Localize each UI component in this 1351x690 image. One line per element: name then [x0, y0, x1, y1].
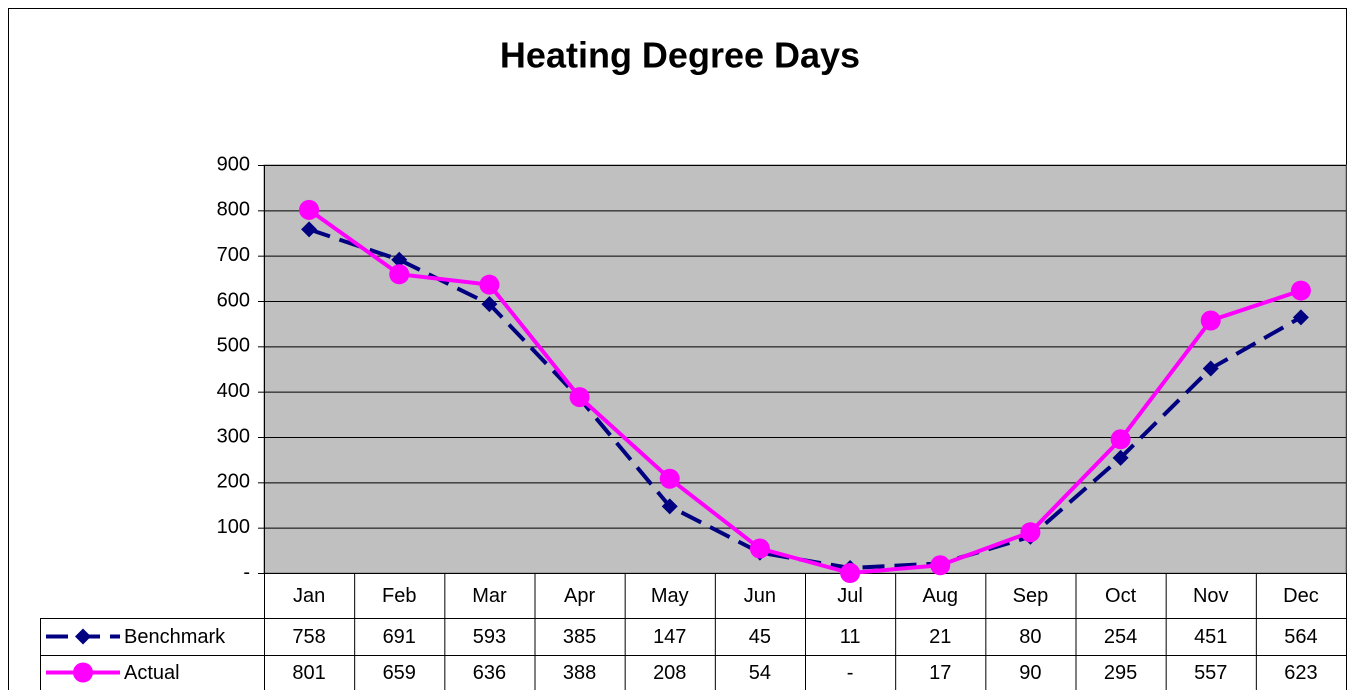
point: [1112, 449, 1129, 466]
point: [569, 387, 590, 408]
x-tick-label: Aug: [922, 585, 958, 607]
y-tick-label: 200: [217, 471, 250, 493]
point: [1110, 429, 1131, 450]
y-tick-label: 800: [217, 199, 250, 221]
plot-area: [263, 164, 1347, 574]
x-tick-label: Sep: [1013, 585, 1049, 607]
point: [661, 498, 678, 515]
point: [1290, 280, 1311, 301]
table-value: 147: [653, 626, 686, 648]
table-value: 21: [929, 626, 951, 648]
point: [749, 538, 770, 559]
table-value: 593: [473, 626, 506, 648]
legend-marker: [75, 628, 91, 645]
table-value: 388: [563, 662, 596, 684]
table-value: 11: [840, 626, 861, 648]
point: [659, 468, 680, 489]
legend-label: Actual: [124, 662, 180, 684]
point: [391, 251, 408, 268]
point: [301, 221, 318, 238]
table-value: 254: [1104, 626, 1137, 648]
table-value: 691: [383, 626, 416, 648]
x-tick-label: Apr: [564, 585, 595, 607]
point: [1020, 522, 1041, 543]
point: [840, 563, 861, 583]
x-tick-label: Dec: [1283, 585, 1319, 607]
x-tick-label: Jan: [293, 585, 325, 607]
table-value: 17: [929, 662, 951, 684]
table-value: 451: [1194, 626, 1227, 648]
table-value: 80: [1019, 626, 1041, 648]
table-value: 295: [1104, 662, 1137, 684]
x-tick-label: May: [651, 585, 689, 607]
table-value: 564: [1284, 626, 1317, 648]
table-value: 801: [292, 662, 325, 684]
table-value: 623: [1284, 662, 1317, 684]
table-value: 208: [653, 662, 686, 684]
y-tick-label: 100: [217, 516, 250, 538]
y-tick-label: 700: [217, 244, 250, 266]
table-value: 636: [473, 662, 506, 684]
table-value: 90: [1019, 662, 1041, 684]
point: [1200, 310, 1221, 331]
table-value: 385: [563, 626, 596, 648]
point: [481, 296, 498, 313]
x-tick-label: Mar: [472, 585, 507, 607]
y-tick-label: 900: [217, 153, 250, 175]
table-value: -: [847, 662, 854, 684]
y-tick-label: 400: [217, 380, 250, 402]
y-tick-label: -: [243, 561, 250, 583]
table-value: 659: [383, 662, 416, 684]
table-value: 758: [292, 626, 325, 648]
point: [930, 555, 951, 576]
y-tick-label: 300: [217, 425, 250, 447]
legend-label: Benchmark: [124, 626, 226, 648]
table-value: 557: [1194, 662, 1227, 684]
x-tick-label: Jun: [744, 585, 776, 607]
table-value: 45: [749, 626, 771, 648]
x-tick-label: Feb: [382, 585, 416, 607]
y-tick-label: 600: [217, 289, 250, 311]
point: [479, 274, 500, 295]
x-tick-label: Jul: [837, 585, 863, 607]
point: [389, 264, 410, 285]
point: [1292, 309, 1309, 326]
y-tick-label: 500: [217, 335, 250, 357]
x-tick-label: Oct: [1105, 585, 1137, 607]
point: [299, 199, 320, 220]
legend-marker: [73, 662, 93, 683]
series-line: [307, 208, 1302, 576]
chart-title: Heating Degree Days: [500, 35, 860, 76]
x-tick-label: Nov: [1193, 585, 1229, 607]
table-value: 54: [749, 662, 771, 684]
point: [1202, 360, 1219, 377]
